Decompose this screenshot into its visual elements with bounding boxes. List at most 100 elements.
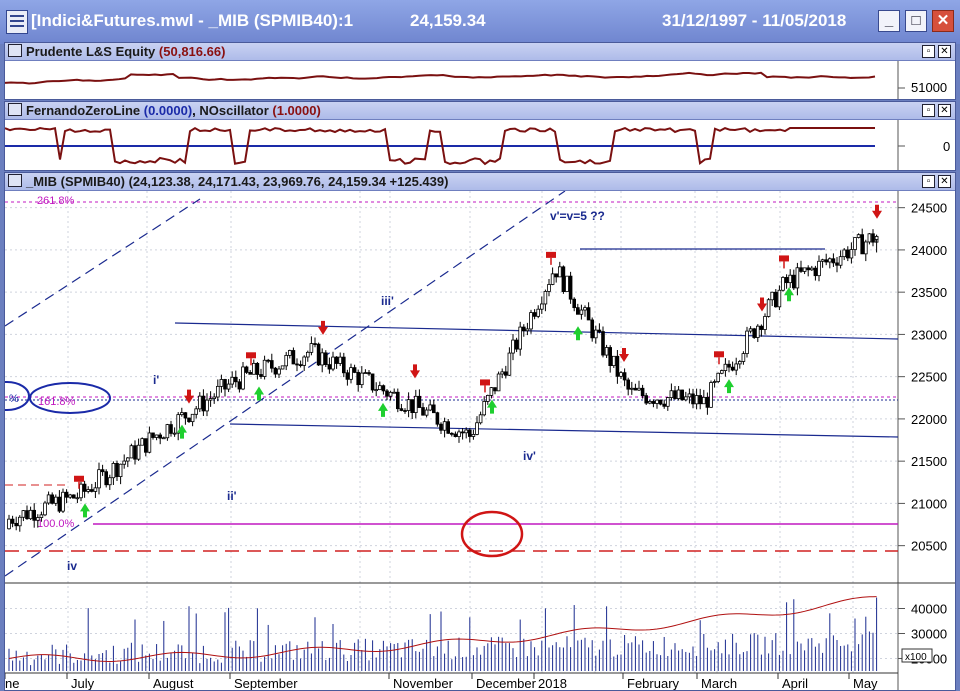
candle-body xyxy=(399,408,404,411)
time-label: November xyxy=(393,676,454,691)
candle-body xyxy=(395,391,400,410)
minimize-button[interactable]: _ xyxy=(878,10,900,32)
price-restore-button[interactable]: ▫ xyxy=(922,175,935,188)
equity-pane: Prudente L&S Equity (50,816.66) ▫ ✕ 5100… xyxy=(4,42,956,100)
candle-body xyxy=(601,331,605,356)
candle-body xyxy=(32,509,36,521)
candle-body xyxy=(273,367,278,375)
candle-body xyxy=(345,372,350,380)
fib-161-circle xyxy=(29,382,111,414)
candle-body xyxy=(349,367,353,380)
candle-body xyxy=(738,361,742,365)
time-label: May xyxy=(853,676,878,691)
candle-body xyxy=(604,347,609,356)
candle-body xyxy=(133,445,137,460)
wave-iv-prime-label: iv' xyxy=(523,449,536,463)
sell-arrow-icon xyxy=(872,204,882,219)
pane-icon[interactable] xyxy=(8,103,22,116)
candle-body xyxy=(309,343,314,353)
candle-body xyxy=(687,393,692,398)
equity-axis-label: 51000 xyxy=(911,80,947,95)
candle-body xyxy=(266,359,270,362)
candle-body xyxy=(485,395,490,402)
candle-body xyxy=(406,399,411,411)
candle-body xyxy=(691,393,695,405)
candle-body xyxy=(316,343,321,366)
candle-body xyxy=(291,350,296,365)
exit-flag-icon xyxy=(546,251,556,258)
candle-body xyxy=(43,502,47,516)
oscillator-sep: , xyxy=(192,103,200,118)
candle-body xyxy=(25,510,29,520)
candle-body xyxy=(536,308,540,317)
candle-body xyxy=(126,457,130,462)
exit-flag-icon xyxy=(246,352,256,359)
candle-body xyxy=(662,403,666,407)
time-label: 2018 xyxy=(538,676,567,691)
maximize-button[interactable]: □ xyxy=(905,10,927,32)
pane-icon[interactable] xyxy=(8,174,22,187)
oscillator-axis-label: 0 xyxy=(943,139,950,154)
candle-body xyxy=(669,390,674,398)
pane-icon[interactable] xyxy=(8,44,22,57)
app-window-icon[interactable] xyxy=(6,10,28,34)
last-price: 24,159.34 xyxy=(410,11,486,30)
candle-body xyxy=(129,445,134,459)
wave-iv-label: iv xyxy=(67,559,77,573)
candle-body xyxy=(327,364,332,370)
candle-body xyxy=(856,234,861,238)
oscillator-value1: (0.0000) xyxy=(143,103,193,118)
volume-scale-label: x100 xyxy=(905,652,927,663)
equity-pane-header: Prudente L&S Equity (50,816.66) xyxy=(5,43,955,61)
candle-body xyxy=(550,273,555,285)
candle-body xyxy=(676,389,681,400)
upper-trendline xyxy=(174,322,899,340)
y-tick-label: 21500 xyxy=(911,454,947,469)
candle-body xyxy=(424,409,429,416)
candle-body xyxy=(594,329,598,339)
candle-body xyxy=(226,383,231,390)
candle-body xyxy=(766,299,771,317)
equity-restore-button[interactable]: ▫ xyxy=(922,45,935,58)
candle-body xyxy=(637,387,641,391)
candle-body xyxy=(341,356,346,374)
candle-body xyxy=(305,351,310,358)
candle-body xyxy=(734,363,738,371)
candle-body xyxy=(313,343,317,345)
price-close-button[interactable]: ✕ xyxy=(938,175,951,188)
equity-close-button[interactable]: ✕ xyxy=(938,45,951,58)
candle-body xyxy=(590,319,594,339)
sell-arrow-icon xyxy=(184,389,194,404)
candle-body xyxy=(554,273,558,278)
price-values: (24,123.38, 24,171.43, 23,969.76, 24,159… xyxy=(128,174,449,189)
candle-body xyxy=(154,434,159,438)
candle-body xyxy=(86,489,91,492)
candle-body xyxy=(651,401,656,404)
candle-body xyxy=(403,410,407,412)
sell-arrow-icon xyxy=(318,320,328,335)
candle-body xyxy=(511,339,515,354)
candle-body xyxy=(284,354,288,367)
candle-body xyxy=(568,275,573,300)
candle-body xyxy=(871,233,875,243)
close-button[interactable]: ✕ xyxy=(932,10,954,32)
candle-body xyxy=(14,522,19,527)
oscillator-close-button[interactable]: ✕ xyxy=(938,104,951,117)
candle-body xyxy=(64,491,69,498)
candle-body xyxy=(352,367,357,373)
candle-body xyxy=(439,423,443,431)
y-tick-label: 22500 xyxy=(911,370,947,385)
candle-body xyxy=(39,514,44,518)
candle-body xyxy=(817,260,821,277)
buy-arrow-icon xyxy=(487,399,497,414)
sell-arrow-icon xyxy=(410,364,420,379)
oscillator-value2: (1.0000) xyxy=(272,103,321,118)
oscillator-restore-button[interactable]: ▫ xyxy=(922,104,935,117)
time-label: ne xyxy=(5,676,19,691)
candle-body xyxy=(810,267,814,271)
candle-body xyxy=(867,233,872,243)
candle-body xyxy=(777,289,782,308)
candle-body xyxy=(215,385,220,398)
equity-chart: 51000 xyxy=(5,61,947,99)
candle-body xyxy=(136,444,141,460)
